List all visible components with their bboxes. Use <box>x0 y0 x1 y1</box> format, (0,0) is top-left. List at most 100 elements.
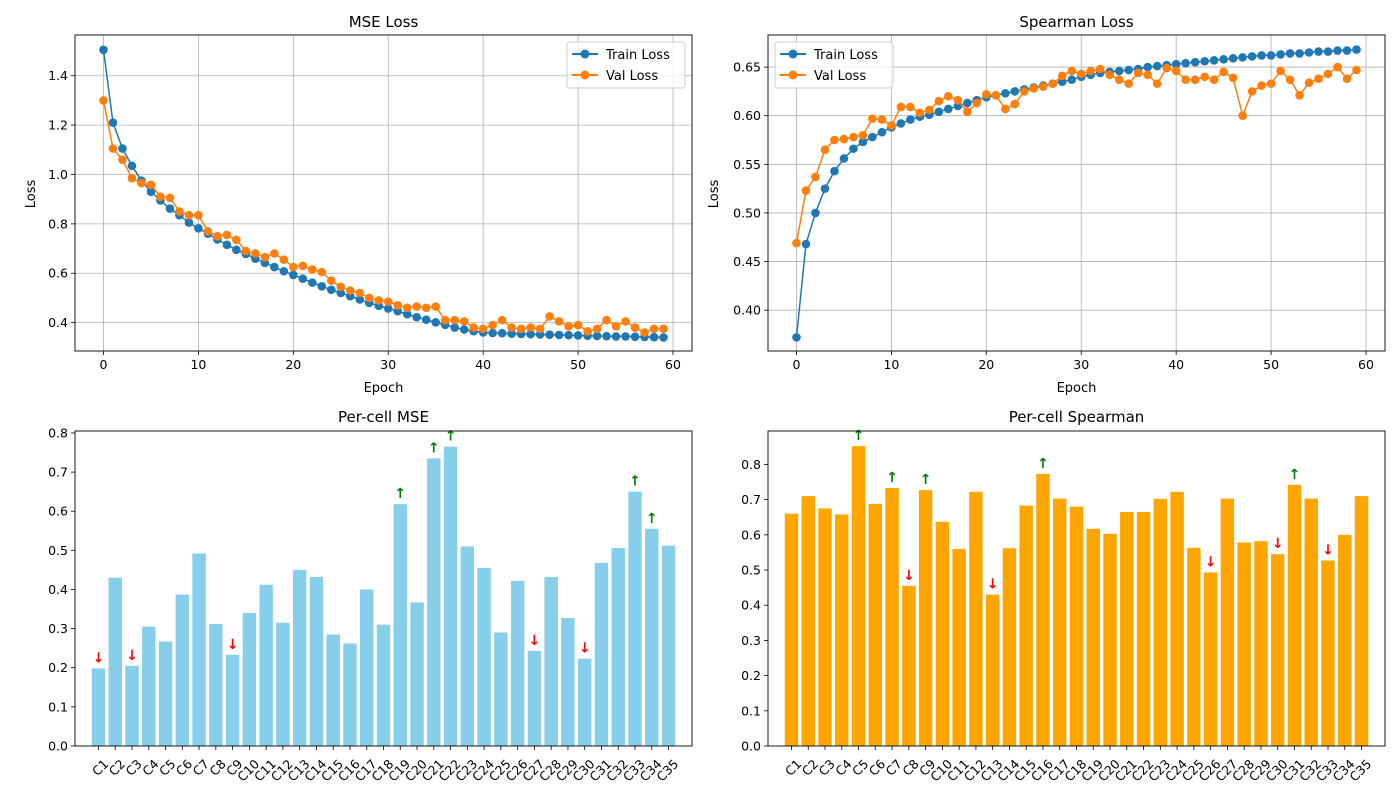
series-val-loss <box>792 62 1361 248</box>
data-point <box>1352 65 1361 75</box>
data-point <box>260 252 270 262</box>
data-point <box>659 324 668 334</box>
x-tick-label: 10 <box>190 357 206 372</box>
bar-c8 <box>209 623 223 746</box>
bar-c21 <box>427 458 441 746</box>
y-tick-label: 0.1 <box>741 703 761 718</box>
chart-title: Per-cell MSE <box>338 408 429 426</box>
data-point <box>630 332 640 341</box>
data-point <box>516 324 526 334</box>
data-point <box>801 186 811 195</box>
data-point <box>232 235 241 245</box>
arrow-annotation-down: ↓ <box>1205 554 1217 570</box>
data-point <box>868 132 877 142</box>
data-point <box>241 246 251 256</box>
arrow-annotation-down: ↓ <box>1272 536 1284 552</box>
bar-c19 <box>393 504 407 746</box>
bar-c4 <box>835 514 849 746</box>
data-point <box>1228 73 1238 83</box>
data-point <box>336 282 346 292</box>
data-point <box>165 204 175 213</box>
data-point <box>963 107 972 117</box>
x-tick-label: 10 <box>883 357 899 372</box>
data-point <box>953 95 963 105</box>
data-point <box>450 323 459 332</box>
bar-c30 <box>577 658 592 746</box>
data-point <box>469 323 478 332</box>
data-point <box>811 208 820 218</box>
data-point <box>1143 70 1152 80</box>
legend-marker-val-loss <box>580 70 590 80</box>
bar-c14 <box>309 576 324 746</box>
data-point <box>573 331 583 340</box>
arrow-annotation-up: ↑ <box>646 511 658 527</box>
data-point <box>982 90 991 99</box>
chart-title: Spearman Loss <box>1019 13 1134 31</box>
x-axis-label: Epoch <box>1057 381 1097 396</box>
data-point <box>137 178 146 188</box>
bar-c29 <box>561 618 575 746</box>
data-point <box>1171 59 1181 69</box>
bar-c21 <box>1120 511 1134 746</box>
legend-label-train-loss: Train Loss <box>605 48 670 63</box>
data-point <box>906 115 915 124</box>
y-tick-label: 0.40 <box>733 303 761 318</box>
bar-c32 <box>611 548 625 746</box>
data-point <box>1001 89 1010 98</box>
plot-frame <box>74 34 693 352</box>
data-point <box>118 155 127 164</box>
chart-title: MSE Loss <box>349 13 419 31</box>
data-point <box>1238 53 1247 62</box>
per-cell-mse-chart: Per-cell MSE 0.0 0.1 0.2 0.3 0.4 0.5 0.6 0.7 0.8… <box>48 408 693 784</box>
x-tick-label: 60 <box>1358 357 1374 372</box>
data-point <box>459 317 469 326</box>
y-tick-label: 0.8 <box>48 425 68 440</box>
y-tick-label: 0.7 <box>741 492 761 507</box>
data-point <box>1219 55 1228 64</box>
data-point <box>355 288 365 298</box>
data-point <box>896 102 906 112</box>
data-point <box>1219 67 1228 77</box>
chart-title: Per-cell Spearman <box>1009 408 1145 426</box>
x-tick-label: 20 <box>285 357 301 372</box>
data-point <box>1010 87 1020 96</box>
bar-c2 <box>108 577 122 746</box>
data-point <box>1304 48 1314 57</box>
mse-loss-chart: MSE Loss Epoch Loss 0 10 20 30 40 50 60 0.4 0.6 0… <box>24 13 693 396</box>
arrow-annotation-down: ↓ <box>126 648 138 664</box>
data-point <box>963 98 972 108</box>
bars <box>784 446 1369 746</box>
y-tick-label: 0.5 <box>741 563 761 578</box>
bar-c2 <box>801 496 815 746</box>
data-point <box>1295 90 1304 100</box>
data-point <box>1038 82 1048 91</box>
data-point <box>649 324 659 334</box>
bar-c11 <box>259 584 273 746</box>
data-point <box>564 322 573 331</box>
data-point <box>877 127 887 137</box>
data-point <box>611 332 621 341</box>
bars <box>91 446 676 746</box>
legend-label-train-loss: Train Loss <box>813 48 878 63</box>
y-tick-label: 1.0 <box>48 167 68 182</box>
data-point <box>554 330 564 340</box>
bar-c18 <box>376 624 391 746</box>
y-tick-label: 0.45 <box>733 254 761 269</box>
data-point <box>1342 46 1352 55</box>
data-point <box>421 303 431 313</box>
data-point <box>1067 75 1077 85</box>
y-axis-label: Loss <box>24 180 39 209</box>
arrow-annotation-down: ↓ <box>987 577 999 593</box>
y-tick-label: 0.50 <box>733 205 761 220</box>
data-point <box>1304 78 1314 87</box>
data-point <box>858 130 868 140</box>
data-point <box>1257 51 1266 60</box>
data-point <box>868 114 877 123</box>
bar-c7 <box>885 488 899 746</box>
data-point <box>830 135 839 145</box>
data-point <box>1010 99 1020 109</box>
bar-c31 <box>594 562 609 746</box>
arrow-annotation-up: ↑ <box>428 440 440 456</box>
data-point <box>194 224 203 233</box>
